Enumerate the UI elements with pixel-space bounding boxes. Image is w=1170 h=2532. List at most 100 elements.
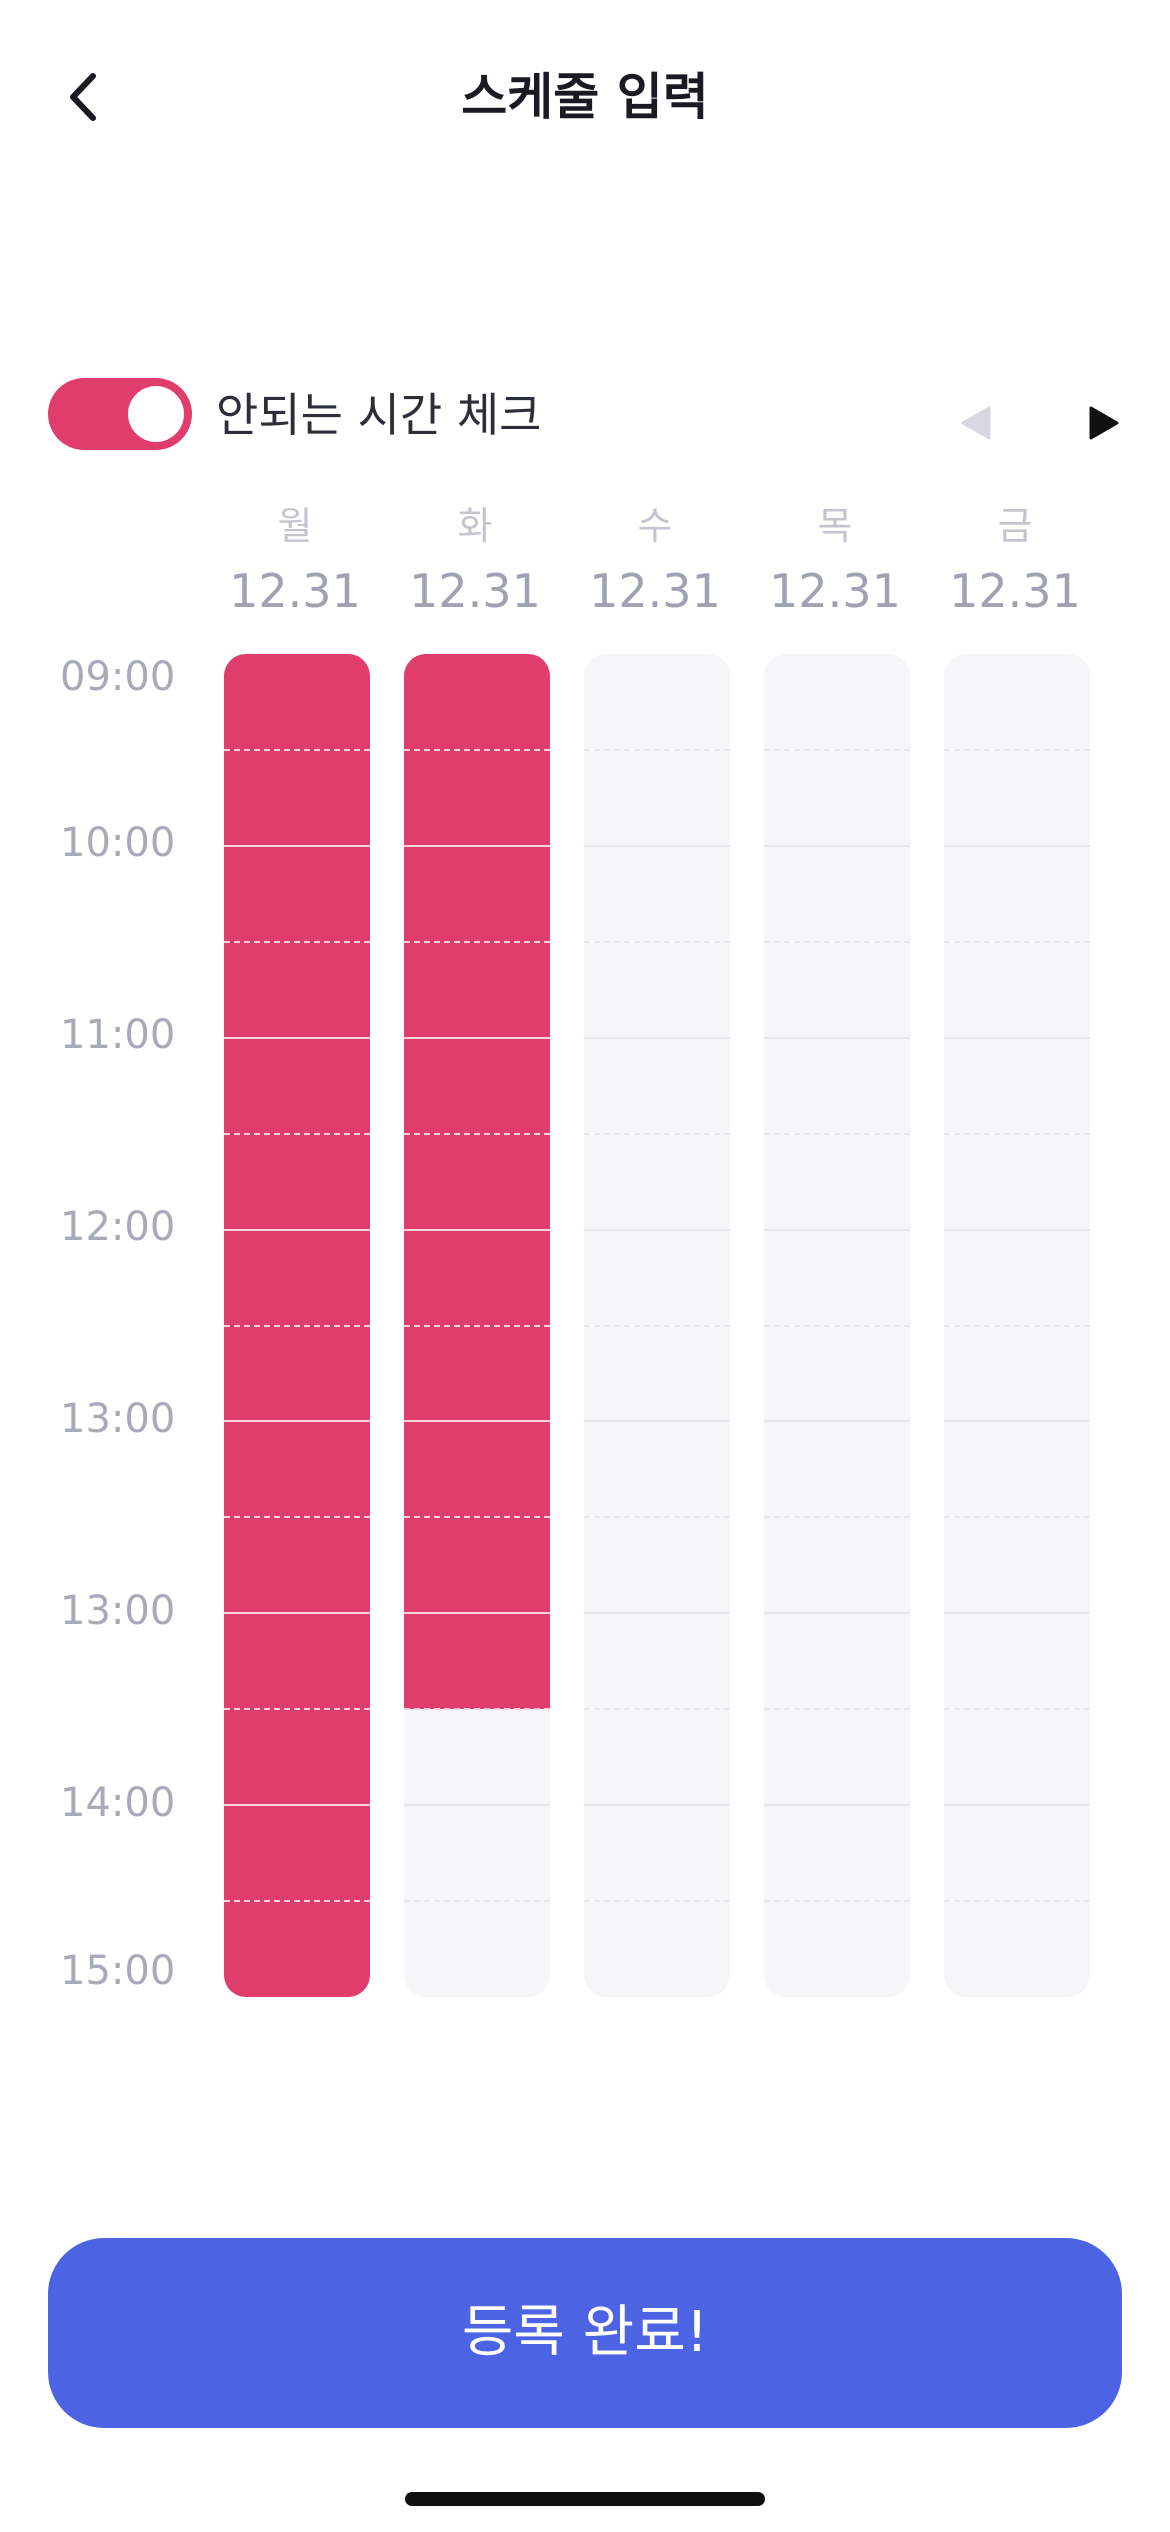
half-hour-gridline [404,1516,550,1518]
hour-gridline [764,1229,910,1231]
day-header-tue: 화 12.31 [402,498,548,624]
schedule-column-thu[interactable] [764,654,910,1997]
hour-gridline [584,845,730,847]
half-hour-gridline [944,749,1090,751]
half-hour-gridline [224,1325,370,1327]
hour-gridline [224,1229,370,1231]
day-name: 금 [997,504,1033,548]
time-label: 11:00 [60,1012,176,1058]
day-header-wed: 수 12.31 [582,498,728,624]
time-label: 10:00 [60,820,176,866]
time-label: 13:00 [60,1588,176,1634]
half-hour-gridline [584,1325,730,1327]
hour-gridline [404,1612,550,1614]
half-hour-gridline [404,749,550,751]
hour-gridline [944,1229,1090,1231]
page-title: 스케줄 입력 [461,68,709,126]
hour-gridline [584,1804,730,1806]
time-label: 09:00 [60,654,176,700]
time-label: 13:00 [60,1396,176,1442]
hour-gridline [764,845,910,847]
hour-gridline [944,1804,1090,1806]
half-hour-gridline [224,1708,370,1710]
schedule-column-mon[interactable] [224,654,370,1997]
hour-gridline [224,845,370,847]
triangle-right-icon [1089,406,1119,440]
hour-gridline [944,845,1090,847]
schedule-column-fri[interactable] [944,654,1090,1997]
hour-gridline [404,1037,550,1039]
unavailable-time-toggle[interactable] [48,378,192,450]
toggle-knob [128,386,184,442]
time-label: 14:00 [60,1780,176,1826]
day-date: 12.31 [949,564,1081,618]
hour-gridline [764,1420,910,1422]
half-hour-gridline [584,1708,730,1710]
hour-gridline [224,1612,370,1614]
half-hour-gridline [584,1133,730,1135]
hour-gridline [404,1229,550,1231]
next-week-button[interactable] [1080,398,1130,448]
half-hour-gridline [584,1516,730,1518]
chevron-left-icon [70,73,96,121]
hour-gridline [404,1804,550,1806]
half-hour-gridline [404,1900,550,1902]
half-hour-gridline [224,749,370,751]
submit-button[interactable]: 등록 완료! [48,2238,1122,2428]
half-hour-gridline [224,1516,370,1518]
hour-gridline [764,1612,910,1614]
half-hour-gridline [944,1325,1090,1327]
half-hour-gridline [404,1133,550,1135]
day-date: 12.31 [589,564,721,618]
day-name: 수 [637,504,673,548]
half-hour-gridline [764,1516,910,1518]
half-hour-gridline [584,749,730,751]
half-hour-gridline [944,1708,1090,1710]
half-hour-gridline [764,1900,910,1902]
hour-gridline [404,845,550,847]
hour-gridline [584,1229,730,1231]
hour-gridline [584,1420,730,1422]
half-hour-gridline [944,1133,1090,1135]
half-hour-gridline [764,1325,910,1327]
day-header-mon: 월 12.31 [222,498,368,624]
half-hour-gridline [764,1708,910,1710]
toggle-label: 안되는 시간 체크 [216,388,542,442]
hour-gridline [944,1420,1090,1422]
half-hour-gridline [404,941,550,943]
back-button[interactable] [52,62,112,132]
hour-gridline [584,1612,730,1614]
half-hour-gridline [764,749,910,751]
hour-gridline [404,1420,550,1422]
half-hour-gridline [584,1900,730,1902]
hour-gridline [224,1037,370,1039]
schedule-column-tue[interactable] [404,654,550,1997]
hour-gridline [224,1420,370,1422]
time-label: 15:00 [60,1948,176,1994]
day-header-thu: 목 12.31 [762,498,908,624]
half-hour-gridline [404,1325,550,1327]
half-hour-gridline [224,1133,370,1135]
hour-gridline [764,1804,910,1806]
schedule-column-wed[interactable] [584,654,730,1997]
half-hour-gridline [944,941,1090,943]
hour-gridline [764,1037,910,1039]
checked-slots [404,654,550,1709]
day-header-fri: 금 12.31 [942,498,1088,624]
home-indicator [405,2492,765,2506]
day-name: 월 [277,504,313,548]
half-hour-gridline [404,1708,550,1710]
half-hour-gridline [584,941,730,943]
triangle-left-icon [961,406,991,440]
half-hour-gridline [944,1900,1090,1902]
day-name: 목 [817,504,853,548]
half-hour-gridline [944,1516,1090,1518]
day-name: 화 [457,504,493,548]
prev-week-button[interactable] [950,398,1000,448]
hour-gridline [224,1804,370,1806]
half-hour-gridline [224,941,370,943]
hour-gridline [584,1037,730,1039]
half-hour-gridline [764,1133,910,1135]
time-label: 12:00 [60,1204,176,1250]
